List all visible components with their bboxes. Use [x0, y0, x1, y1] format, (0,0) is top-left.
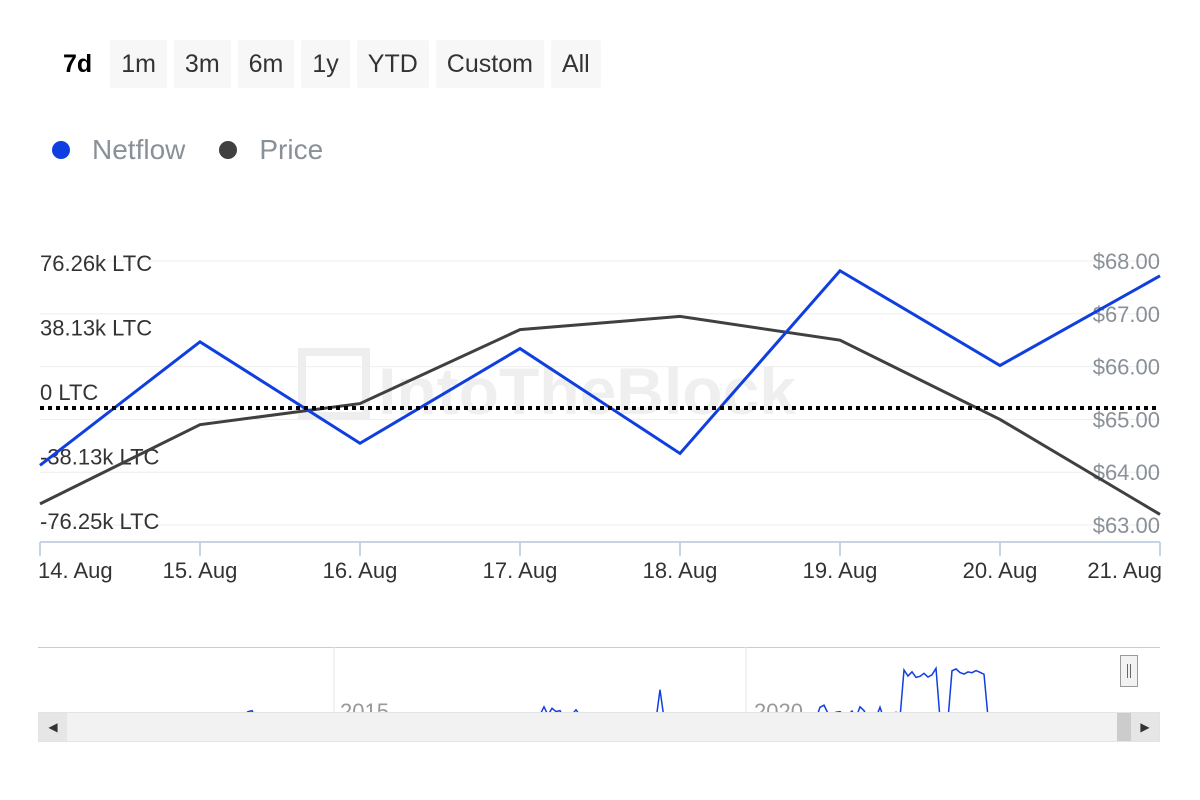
legend-item-netflow[interactable]: Netflow [52, 134, 185, 166]
range-button-7d[interactable]: 7d [52, 40, 104, 88]
legend-item-price[interactable]: Price [219, 134, 323, 166]
legend-label: Netflow [92, 134, 186, 165]
left-axis-tick-label: 38.13k LTC [40, 316, 152, 341]
range-selector: 7d 1m 3m 6m 1y YTD Custom All [52, 40, 601, 88]
right-axis-tick-label: $67.00 [1093, 302, 1160, 327]
right-axis-tick-label: $63.00 [1093, 513, 1160, 538]
right-axis-tick-label: $68.00 [1093, 249, 1160, 274]
left-axis-tick-label: 0 LTC [40, 380, 98, 405]
right-axis-tick-label: $66.00 [1093, 355, 1160, 380]
range-button-ytd[interactable]: YTD [356, 40, 429, 88]
range-button-3m[interactable]: 3m [173, 40, 231, 88]
x-axis-tick-label: 17. Aug [483, 558, 558, 583]
left-axis-tick-label: -38.13k LTC [40, 445, 160, 470]
netflow-line [39, 268, 1161, 467]
left-axis-tick-label: 76.26k LTC [40, 251, 152, 276]
left-axis-tick-label: -76.25k LTC [40, 509, 160, 534]
legend-marker [52, 141, 70, 159]
x-axis-tick-label: 14. Aug [38, 558, 113, 583]
arrow-left-icon: ◀ [48, 720, 58, 734]
x-axis-tick-label: 16. Aug [323, 558, 398, 583]
scrollbar[interactable]: ◀ ▶ [38, 712, 1160, 742]
legend: Netflow Price [52, 130, 357, 170]
legend-label: Price [259, 134, 324, 165]
x-axis-tick-label: 21. Aug [1087, 558, 1162, 583]
range-button-1y[interactable]: 1y [301, 40, 350, 88]
axes: -76.25k LTC -38.13k LTC 0 LTC 38.13k LTC 76.… [38, 249, 1162, 583]
scroll-thumb[interactable] [1117, 713, 1131, 741]
right-axis-tick-label: $65.00 [1093, 407, 1160, 432]
scroll-left-button[interactable]: ◀ [39, 713, 67, 741]
x-axis-tick-label: 19. Aug [803, 558, 878, 583]
price-line [39, 314, 1161, 516]
legend-marker [219, 141, 238, 159]
x-axis-tick-label: 18. Aug [643, 558, 718, 583]
series-group [39, 268, 1161, 516]
range-button-1m[interactable]: 1m [110, 40, 167, 88]
range-button-custom[interactable]: Custom [435, 40, 544, 88]
navigator-handle[interactable] [1120, 655, 1138, 687]
handle-grip-icon [1127, 664, 1131, 678]
scroll-right-button[interactable]: ▶ [1131, 713, 1159, 741]
grid-lines [40, 260, 1160, 526]
range-button-all[interactable]: All [550, 40, 601, 88]
x-axis-tick-label: 15. Aug [163, 558, 238, 583]
arrow-right-icon: ▶ [1140, 720, 1150, 734]
range-button-6m[interactable]: 6m [237, 40, 295, 88]
watermark: IntoTheBlock [298, 348, 796, 428]
x-axis-tick-label: 20. Aug [963, 558, 1038, 583]
